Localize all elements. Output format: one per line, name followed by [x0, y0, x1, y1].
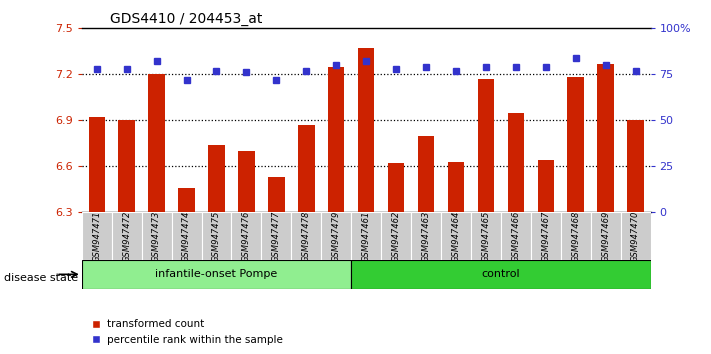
Bar	[119, 120, 135, 212]
Text: GSM947472: GSM947472	[122, 211, 131, 262]
Bar	[441, 212, 471, 260]
Text: control: control	[481, 269, 520, 279]
Text: GSM947471: GSM947471	[92, 211, 101, 262]
Text: GSM947469: GSM947469	[602, 211, 610, 262]
Bar	[561, 212, 591, 260]
Text: GSM947476: GSM947476	[242, 211, 251, 262]
Text: GSM947466: GSM947466	[511, 211, 520, 262]
Bar	[321, 212, 351, 260]
Bar	[201, 212, 232, 260]
Bar	[82, 212, 112, 260]
Bar	[298, 125, 314, 212]
Text: GSM947474: GSM947474	[182, 211, 191, 262]
Bar	[351, 212, 381, 260]
Bar	[591, 212, 621, 260]
Text: GSM947464: GSM947464	[451, 211, 461, 262]
Bar	[531, 212, 561, 260]
Bar	[328, 67, 344, 212]
Bar	[478, 79, 494, 212]
Bar	[448, 162, 464, 212]
Bar	[501, 212, 531, 260]
Bar	[171, 212, 201, 260]
Bar	[268, 177, 284, 212]
Bar	[411, 212, 441, 260]
Text: GSM947475: GSM947475	[212, 211, 221, 262]
Text: GSM947467: GSM947467	[541, 211, 550, 262]
Bar	[262, 212, 292, 260]
Bar	[82, 260, 351, 289]
Bar	[567, 78, 584, 212]
Bar	[388, 163, 405, 212]
Text: GSM947461: GSM947461	[362, 211, 370, 262]
Bar	[178, 188, 195, 212]
Text: GSM947473: GSM947473	[152, 211, 161, 262]
Text: disease state: disease state	[4, 273, 77, 283]
Bar	[621, 212, 651, 260]
Bar	[358, 48, 375, 212]
Bar	[88, 117, 105, 212]
Text: GSM947468: GSM947468	[571, 211, 580, 262]
Bar	[232, 212, 262, 260]
Bar	[418, 136, 434, 212]
Text: GSM947462: GSM947462	[392, 211, 400, 262]
Bar	[141, 212, 171, 260]
Text: GSM947478: GSM947478	[301, 211, 311, 262]
Bar	[351, 260, 651, 289]
Bar	[538, 160, 554, 212]
Text: GSM947463: GSM947463	[422, 211, 431, 262]
Bar	[627, 120, 644, 212]
Legend: transformed count, percentile rank within the sample: transformed count, percentile rank withi…	[87, 315, 287, 349]
Bar	[292, 212, 321, 260]
Bar	[149, 74, 165, 212]
Text: infantile-onset Pompe: infantile-onset Pompe	[156, 269, 277, 279]
Text: GSM947470: GSM947470	[631, 211, 640, 262]
Bar	[381, 212, 411, 260]
Bar	[471, 212, 501, 260]
Text: GSM947465: GSM947465	[481, 211, 491, 262]
Text: GDS4410 / 204453_at: GDS4410 / 204453_at	[110, 12, 262, 26]
Bar	[238, 151, 255, 212]
Bar	[597, 64, 614, 212]
Bar	[112, 212, 141, 260]
Text: GSM947479: GSM947479	[332, 211, 341, 262]
Bar	[208, 145, 225, 212]
Text: GSM947477: GSM947477	[272, 211, 281, 262]
Bar	[508, 113, 524, 212]
